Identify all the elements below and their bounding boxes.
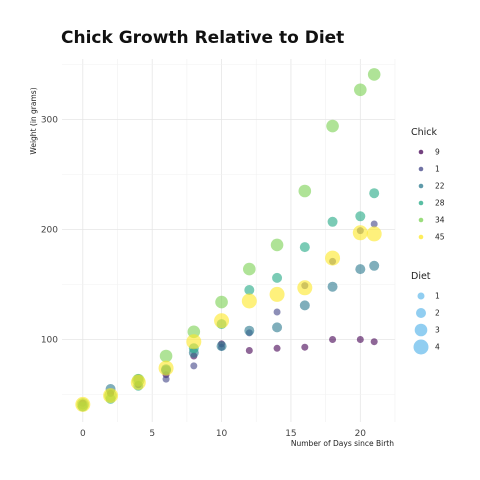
legend-chick-label: 1 [435, 165, 440, 174]
legend-diet-key [414, 323, 428, 337]
data-point [327, 281, 338, 292]
legend-diet-items: 1 2 3 4 [413, 292, 440, 355]
legend-chick-items: 9 1 22 28 34 45 [418, 148, 445, 242]
legend-diet-label: 1 [435, 292, 440, 301]
legend-chick-key [418, 234, 424, 240]
data-point [244, 325, 255, 336]
data-point [214, 313, 230, 329]
data-point [299, 242, 310, 253]
data-point [103, 388, 119, 404]
x-tick-label: 5 [149, 429, 155, 439]
data-point [243, 262, 256, 276]
legend-chick-key [418, 149, 424, 155]
data-point [369, 188, 380, 199]
data-point [159, 349, 173, 363]
data-point [325, 250, 341, 266]
legend-diet-key [416, 308, 426, 318]
data-point [244, 285, 255, 295]
legend-diet-label: 4 [435, 343, 440, 352]
legend-chick-key [418, 183, 424, 189]
legend-chick-label: 34 [435, 216, 445, 225]
legend-chick-key [418, 217, 424, 223]
grid [62, 59, 396, 422]
x-tick-label: 0 [80, 429, 86, 439]
legend-chick-label: 45 [435, 233, 445, 242]
data-point [354, 83, 367, 97]
x-axis-ticks: 0 5 10 15 20 [80, 429, 366, 439]
legend-diet-label: 3 [435, 326, 440, 335]
y-tick-label: 300 [41, 116, 58, 126]
data-point [272, 322, 283, 333]
data-point [215, 295, 228, 309]
data-point [299, 300, 310, 311]
data-point [327, 216, 338, 227]
legend-diet-key [413, 339, 429, 355]
x-tick-label: 20 [355, 429, 367, 439]
y-tick-label: 100 [41, 336, 58, 346]
legend-diet-label: 2 [435, 309, 440, 318]
data-point [162, 375, 170, 383]
data-point [366, 226, 382, 242]
y-tick-label: 200 [41, 226, 58, 236]
legend-chick-label: 28 [435, 199, 445, 208]
data-point [245, 347, 253, 354]
data-point [369, 260, 380, 271]
data-point [75, 396, 91, 412]
data-point [298, 184, 312, 198]
data-point [158, 360, 174, 376]
legend-chick-title: Chick [411, 127, 438, 138]
data-point [370, 220, 378, 228]
data-point [356, 336, 364, 343]
data-point [273, 308, 281, 316]
data-point [355, 264, 366, 275]
legend-chick-key [418, 200, 424, 206]
x-axis-label: Number of Days since Birth [291, 439, 394, 448]
data-point [190, 362, 198, 370]
data-point [326, 119, 339, 133]
data-point [301, 343, 309, 351]
legend-diet-key [417, 292, 425, 300]
data-point [270, 238, 284, 252]
legend-chick-key [418, 166, 424, 172]
data-point [297, 280, 313, 296]
legend-chick-label: 22 [435, 182, 445, 191]
legend-chick-label: 9 [435, 148, 440, 157]
chart-title: Chick Growth Relative to Diet [61, 28, 344, 48]
data-point [352, 225, 368, 241]
data-point [273, 344, 281, 352]
data-point [216, 341, 227, 352]
legend-diet-title: Diet [411, 271, 431, 282]
x-tick-label: 10 [216, 429, 228, 439]
data-point [186, 334, 202, 350]
y-axis-ticks: 100 200 300 [41, 116, 58, 346]
y-axis-label: Weight (in grams) [29, 87, 38, 154]
data-point [241, 293, 257, 309]
data-point [130, 374, 146, 390]
data-point [269, 286, 285, 302]
data-point [272, 272, 283, 283]
data-point [370, 338, 378, 346]
data-point [355, 211, 366, 222]
x-tick-label: 15 [285, 429, 296, 439]
data-point [329, 336, 337, 343]
data-points [75, 68, 382, 412]
data-point [367, 68, 381, 81]
